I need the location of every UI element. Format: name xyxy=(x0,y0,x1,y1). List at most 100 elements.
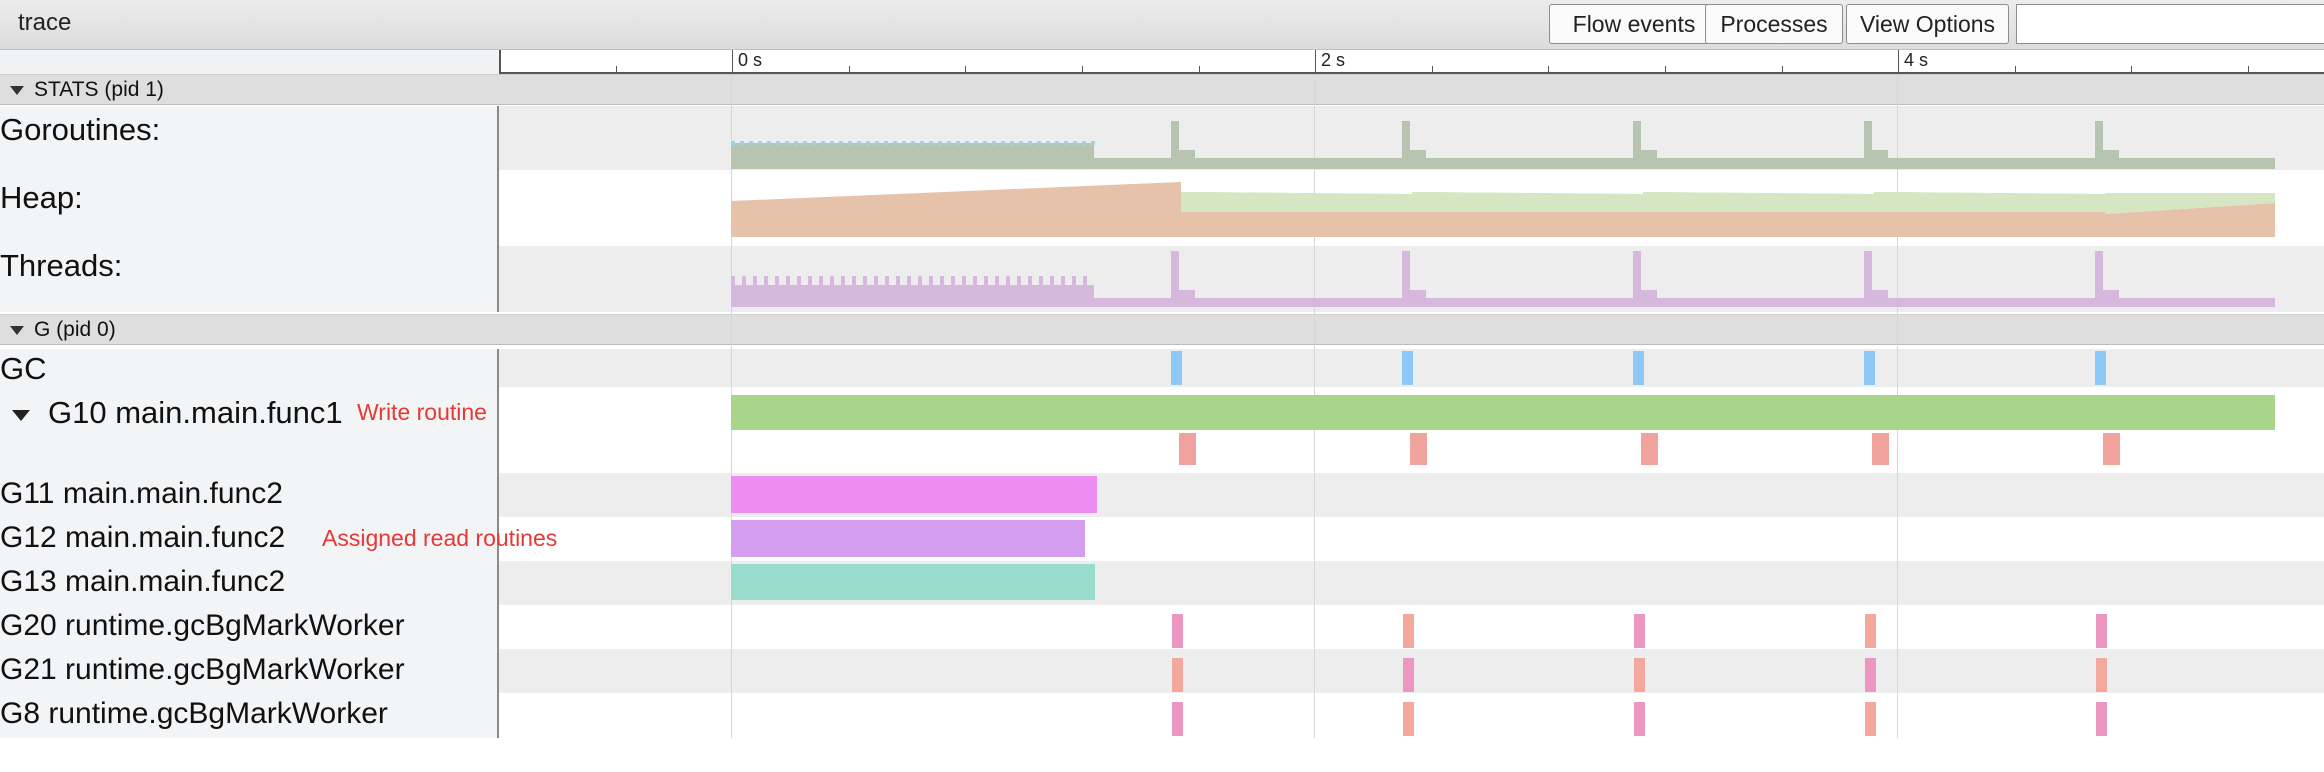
goroutines-spike[interactable] xyxy=(1010,141,1014,145)
goroutines-spike[interactable] xyxy=(875,141,879,145)
g8-mark-slice[interactable] xyxy=(1865,702,1876,736)
g21-mark-slice[interactable] xyxy=(1403,658,1414,692)
g12-slice[interactable] xyxy=(731,520,1085,557)
process-header-g[interactable]: G (pid 0) xyxy=(0,314,2324,345)
gc-slice[interactable] xyxy=(1402,351,1413,385)
g8-mark-slice[interactable] xyxy=(1403,702,1414,736)
g10-subslice[interactable] xyxy=(1641,433,1658,465)
goroutines-spike[interactable] xyxy=(785,141,789,145)
time-ruler[interactable]: 0 s 2 s 4 s xyxy=(0,50,2324,74)
goroutines-spike[interactable] xyxy=(857,141,861,145)
threads-spike[interactable] xyxy=(819,276,823,286)
thread-row-g20[interactable]: G20 runtime.gcBgMarkWorker xyxy=(0,605,2324,649)
threads-spike[interactable] xyxy=(852,276,856,286)
counter-row-heap[interactable]: Heap: xyxy=(0,170,2324,246)
g10-subslice[interactable] xyxy=(1179,433,1196,465)
gc-slice[interactable] xyxy=(1171,351,1182,385)
g21-mark-slice[interactable] xyxy=(1634,658,1645,692)
threads-spike[interactable] xyxy=(786,276,790,286)
threads-spike[interactable] xyxy=(929,276,933,286)
collapse-triangle-icon[interactable] xyxy=(10,326,24,335)
threads-spike[interactable] xyxy=(951,276,955,286)
threads-spike[interactable] xyxy=(775,276,779,286)
goroutines-spike[interactable] xyxy=(839,141,843,145)
threads-spike[interactable] xyxy=(918,276,922,286)
goroutines-spike[interactable] xyxy=(803,141,807,145)
threads-spike[interactable] xyxy=(841,276,845,286)
threads-spike[interactable] xyxy=(940,276,944,286)
threads-spike[interactable] xyxy=(874,276,878,286)
threads-spike[interactable] xyxy=(1061,276,1065,286)
goroutines-peak[interactable] xyxy=(2103,150,2119,169)
goroutines-spike[interactable] xyxy=(1073,141,1077,145)
threads-spike[interactable] xyxy=(863,276,867,286)
threads-peak[interactable] xyxy=(1633,251,1641,307)
goroutines-spike[interactable] xyxy=(767,141,771,145)
g8-mark-slice[interactable] xyxy=(1172,702,1183,736)
threads-spike[interactable] xyxy=(995,276,999,286)
goroutines-spike[interactable] xyxy=(893,141,897,145)
goroutines-spike[interactable] xyxy=(947,141,951,145)
goroutines-spike[interactable] xyxy=(731,141,735,145)
threads-spike[interactable] xyxy=(984,276,988,286)
goroutines-spike[interactable] xyxy=(992,141,996,145)
g10-subslice[interactable] xyxy=(1410,433,1427,465)
threads-peak[interactable] xyxy=(1171,251,1179,307)
g11-slice[interactable] xyxy=(731,476,1097,513)
thread-row-g21[interactable]: G21 runtime.gcBgMarkWorker xyxy=(0,649,2324,693)
threads-peak[interactable] xyxy=(1864,251,1872,307)
threads-spike[interactable] xyxy=(742,276,746,286)
goroutines-spike[interactable] xyxy=(902,141,906,145)
goroutines-spike[interactable] xyxy=(1001,141,1005,145)
goroutines-peak[interactable] xyxy=(1872,150,1888,169)
threads-peak[interactable] xyxy=(1872,290,1888,307)
threads-spike[interactable] xyxy=(1050,276,1054,286)
thread-row-g13[interactable]: G13 main.main.func2 xyxy=(0,561,2324,605)
goroutines-spike[interactable] xyxy=(821,141,825,145)
goroutines-area[interactable] xyxy=(1094,158,2275,169)
goroutines-spike[interactable] xyxy=(956,141,960,145)
gc-slice[interactable] xyxy=(1633,351,1644,385)
threads-spike[interactable] xyxy=(1006,276,1010,286)
goroutines-spike[interactable] xyxy=(929,141,933,145)
ruler-axis[interactable] xyxy=(499,50,2324,74)
gc-slice[interactable] xyxy=(1864,351,1875,385)
goroutines-peak[interactable] xyxy=(1410,150,1426,169)
threads-spike[interactable] xyxy=(1083,276,1087,286)
goroutines-spike[interactable] xyxy=(776,141,780,145)
g10-subslice[interactable] xyxy=(1872,433,1889,465)
thread-row-g10[interactable]: G10 main.main.func1 Write routine xyxy=(0,387,2324,473)
threads-spike[interactable] xyxy=(830,276,834,286)
threads-spike[interactable] xyxy=(808,276,812,286)
goroutines-spike[interactable] xyxy=(830,141,834,145)
goroutines-spike[interactable] xyxy=(1082,141,1086,145)
threads-spike[interactable] xyxy=(885,276,889,286)
goroutines-peak[interactable] xyxy=(1171,121,1179,169)
flow-events-button[interactable]: Flow events xyxy=(1549,4,1719,44)
g21-mark-slice[interactable] xyxy=(1172,658,1183,692)
goroutines-spike[interactable] xyxy=(1037,141,1041,145)
threads-spike[interactable] xyxy=(1072,276,1076,286)
goroutines-spike[interactable] xyxy=(920,141,924,145)
goroutines-spike[interactable] xyxy=(938,141,942,145)
thread-row-g11[interactable]: G11 main.main.func2 xyxy=(0,473,2324,517)
goroutines-spike[interactable] xyxy=(965,141,969,145)
goroutines-spike[interactable] xyxy=(812,141,816,145)
g10-subslice[interactable] xyxy=(2103,433,2120,465)
threads-area[interactable] xyxy=(731,285,1094,307)
g8-mark-slice[interactable] xyxy=(1634,702,1645,736)
goroutines-area[interactable] xyxy=(731,143,1094,169)
goroutines-peak[interactable] xyxy=(1641,150,1657,169)
g20-mark-slice[interactable] xyxy=(1172,614,1183,648)
goroutines-peak[interactable] xyxy=(1633,121,1641,169)
goroutines-spike[interactable] xyxy=(1019,141,1023,145)
threads-peak[interactable] xyxy=(2095,251,2103,307)
expand-triangle-icon[interactable] xyxy=(12,410,30,421)
g20-mark-slice[interactable] xyxy=(1634,614,1645,648)
goroutines-spike[interactable] xyxy=(1046,141,1050,145)
goroutines-spike[interactable] xyxy=(884,141,888,145)
goroutines-spike[interactable] xyxy=(848,141,852,145)
goroutines-peak[interactable] xyxy=(1179,150,1195,169)
threads-spike[interactable] xyxy=(764,276,768,286)
goroutines-peak[interactable] xyxy=(1864,121,1872,169)
